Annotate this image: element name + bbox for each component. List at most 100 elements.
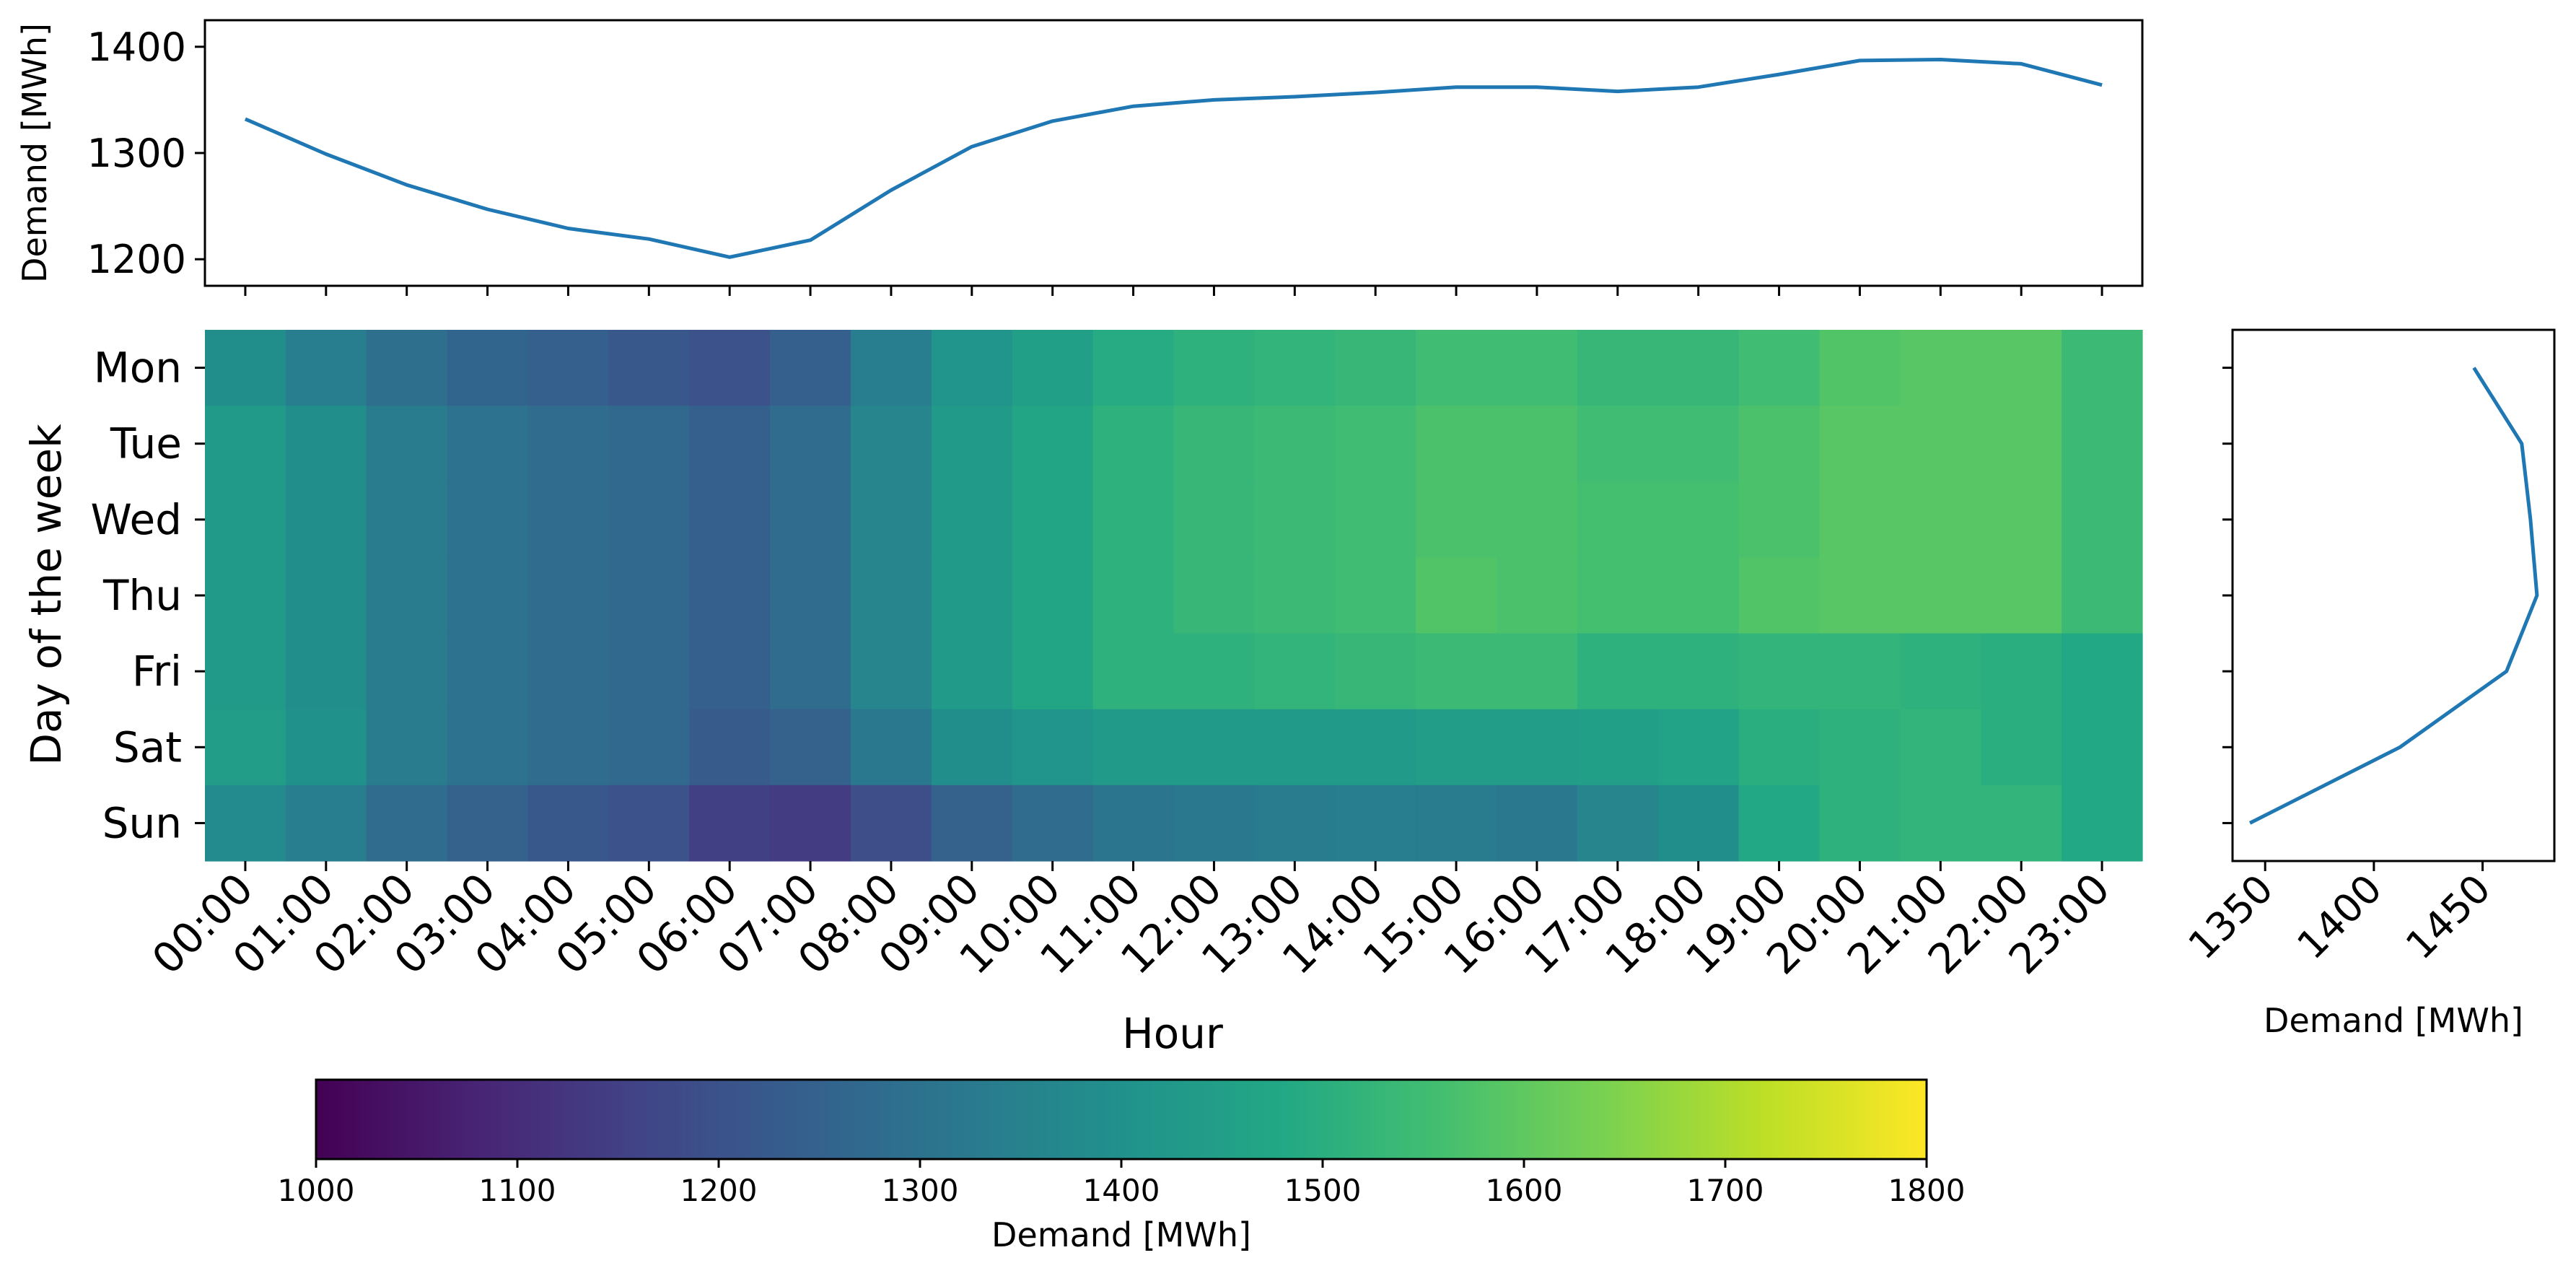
heatmap-cell xyxy=(608,557,690,634)
heatmap-cell xyxy=(689,709,771,786)
colorbar-tick-label: 1000 xyxy=(278,1173,355,1208)
heatmap-cell xyxy=(851,633,932,710)
heatmap-cell xyxy=(689,633,771,710)
heatmap-cell xyxy=(1092,481,1175,559)
heatmap-cell xyxy=(1254,406,1336,482)
side-x-tick-label: 1400 xyxy=(2288,866,2391,969)
heatmap-chart: Mon Tue Wed Thu Fri Sat Sun 00:0001:0002:0003:… xyxy=(22,330,2143,1058)
heatmap-cell xyxy=(1173,633,1255,710)
heatmap-cell xyxy=(1900,709,1981,786)
heatmap-cell xyxy=(1900,406,1981,482)
heatmap-cell xyxy=(1900,330,1981,406)
heatmap-cell xyxy=(608,330,690,406)
heatmap-cell xyxy=(1900,557,1981,634)
heatmap-cell xyxy=(1819,633,1901,710)
heatmap-cell xyxy=(1738,481,1821,559)
heatmap-cell xyxy=(1416,330,1497,406)
heatmap-cell xyxy=(2062,330,2143,406)
heatmap-y-tick-label: Fri xyxy=(132,647,182,696)
side-plot-frame xyxy=(2231,328,2556,862)
heatmap-x-ticks: 00:0001:0002:0003:0004:0005:0006:0007:00… xyxy=(143,861,2119,984)
heatmap-cell xyxy=(1497,481,1578,559)
heatmap-cell xyxy=(931,633,1013,710)
heatmap-cell xyxy=(770,481,851,559)
heatmap-cell xyxy=(1497,330,1578,406)
heatmap-cell xyxy=(366,481,448,559)
heatmap-cell xyxy=(366,709,448,786)
heatmap-cell xyxy=(1657,633,1740,710)
heatmap-cell xyxy=(1416,785,1497,862)
heatmap-cell xyxy=(1738,633,1821,710)
heatmap-cell xyxy=(1092,709,1175,786)
heatmap-cell xyxy=(1497,709,1578,786)
top-x-ticks xyxy=(244,286,2103,296)
heatmap-cell xyxy=(205,557,286,634)
heatmap-cell xyxy=(931,785,1013,862)
heatmap-cell xyxy=(931,330,1013,406)
heatmap-cell xyxy=(770,785,851,862)
heatmap-cell xyxy=(527,330,609,406)
heatmap-cell xyxy=(1577,785,1659,862)
heatmap-cell xyxy=(1657,785,1740,862)
heatmap-y-ticks: Mon Tue Wed Thu Fri Sat Sun xyxy=(91,344,205,847)
heatmap-cell xyxy=(2062,709,2143,786)
heatmap-cell xyxy=(1981,406,2062,482)
heatmap-y-tick-label: Mon xyxy=(94,344,182,393)
heatmap-cell xyxy=(1254,785,1336,862)
heatmap-cell xyxy=(1577,406,1659,482)
side-x-axis-label: Demand [MWh] xyxy=(2264,1001,2523,1040)
heatmap-y-tick-label: Tue xyxy=(110,419,182,468)
heatmap-cell xyxy=(1577,330,1659,406)
heatmap-cell xyxy=(1092,406,1175,482)
heatmap-cell xyxy=(1012,785,1094,862)
heatmap-cell xyxy=(366,330,448,406)
heatmap-cell xyxy=(851,406,932,482)
heatmap-cell xyxy=(205,330,286,406)
heatmap-cell xyxy=(2062,633,2143,710)
heatmap-cell xyxy=(1335,785,1416,862)
heatmap-cell xyxy=(527,633,609,710)
top-demand-line xyxy=(244,58,2103,259)
heatmap-cell xyxy=(851,330,932,406)
heatmap-cell xyxy=(1738,406,1821,482)
heatmap-cell xyxy=(366,406,448,482)
colorbar-label: Demand [MWh] xyxy=(991,1215,1251,1254)
heatmap-cell xyxy=(851,481,932,559)
heatmap-cell xyxy=(205,633,286,710)
colorbar-tick-label: 1500 xyxy=(1284,1173,1362,1208)
heatmap-cell xyxy=(1738,785,1821,862)
heatmap-cell xyxy=(285,406,367,482)
heatmap-cell xyxy=(285,557,367,634)
heatmap-cell xyxy=(1819,481,1901,559)
heatmap-cell xyxy=(1577,557,1659,634)
heatmap-cell xyxy=(366,633,448,710)
colorbar-tick-label: 1400 xyxy=(1083,1173,1160,1208)
colorbar-ticks: 1000 1100 1200 1300 1400 1500 1600 1700 1800 xyxy=(278,1159,1966,1208)
heatmap-cell xyxy=(527,785,609,862)
heatmap-x-axis-label: Hour xyxy=(1122,1009,1223,1058)
colorbar-tick-label: 1800 xyxy=(1888,1173,1966,1208)
heatmap-cell xyxy=(1173,709,1255,786)
heatmap-cell xyxy=(1819,709,1901,786)
heatmap-cell xyxy=(1173,330,1255,406)
heatmap-cell xyxy=(1819,406,1901,482)
colorbar-tick-label: 1300 xyxy=(882,1173,959,1208)
heatmap-cell xyxy=(1577,481,1659,559)
heatmap-cell xyxy=(1092,633,1175,710)
heatmap-cell xyxy=(1738,557,1821,634)
heatmap-cell xyxy=(1657,557,1740,634)
colorbar-tick-label: 1200 xyxy=(680,1173,758,1208)
heatmap-cells xyxy=(205,330,2143,862)
colorbar-tick-label: 1700 xyxy=(1687,1173,1764,1208)
heatmap-cell xyxy=(1012,633,1094,710)
heatmap-cell xyxy=(1900,481,1981,559)
heatmap-cell xyxy=(2062,406,2143,482)
heatmap-cell xyxy=(1012,330,1094,406)
heatmap-cell xyxy=(1577,709,1659,786)
heatmap-cell xyxy=(770,709,851,786)
side-line-chart: 1350 1400 1450 Demand [MWh] xyxy=(2180,328,2556,1040)
heatmap-cell xyxy=(1254,481,1336,559)
heatmap-cell xyxy=(205,709,286,786)
heatmap-cell xyxy=(447,406,529,482)
